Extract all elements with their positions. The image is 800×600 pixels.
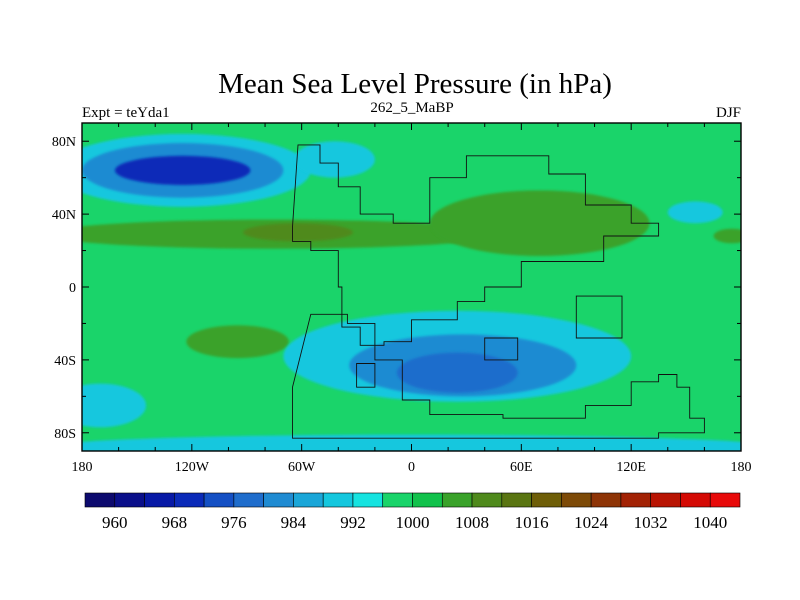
- contour-region-tethys-low-core: [396, 352, 518, 393]
- y-axis: 80N 40N 0 40S 80S: [52, 135, 741, 442]
- colorbar-label: 1000: [396, 513, 430, 532]
- y-tick-label: 80S: [54, 427, 76, 442]
- coast-outline: [356, 363, 376, 388]
- x-tick-label: 0: [408, 460, 415, 475]
- colorbar-swatch: [590, 492, 622, 508]
- contour-region-south-pacific-high: [186, 325, 289, 359]
- colorbar-label: 960: [102, 513, 128, 532]
- colorbar-swatch: [531, 492, 562, 508]
- colorbar-label: 1008: [455, 513, 489, 532]
- x-tick-label: 180: [72, 460, 93, 475]
- colorbar-swatch: [441, 492, 473, 508]
- colorbar-swatch: [382, 492, 413, 508]
- colorbar-swatch: [144, 492, 175, 508]
- x-tick-label: 60E: [510, 460, 533, 475]
- colorbar-swatch: [561, 492, 592, 508]
- colorbar-swatch: [501, 492, 532, 508]
- colorbar-label: 1040: [693, 513, 727, 532]
- contour-region-east-pacific-high: [713, 228, 741, 244]
- subtitle-center: 262_5_MaBP: [370, 100, 453, 116]
- y-tick-label: 0: [69, 281, 76, 296]
- colorbar-label: 992: [340, 513, 366, 532]
- colorbar-swatch: [293, 492, 324, 508]
- chart-title: Mean Sea Level Pressure (in hPa): [218, 68, 612, 100]
- subtitle-right: DJF: [716, 105, 741, 121]
- continent-outline: [292, 313, 705, 439]
- contour-region-north-pacific-low-east-lobe: [294, 141, 375, 178]
- contour-region-asian-high: [429, 190, 650, 257]
- x-tick-label: 180: [731, 460, 752, 475]
- colorbar-swatch: [650, 492, 681, 508]
- y-tick-label: 80N: [52, 135, 76, 150]
- contour-region-north-pacific-low-core: [114, 155, 251, 185]
- colorbar-label: 984: [281, 513, 307, 532]
- contour-region-southern-ocean-belt: [82, 434, 741, 451]
- colorbar-swatch: [174, 492, 205, 508]
- colorbar-swatch: [620, 492, 651, 508]
- coast-outline: [484, 337, 519, 361]
- contour-region-south-pacific-low: [82, 383, 147, 428]
- continent-outline: [292, 144, 660, 346]
- y-tick-label: 40N: [52, 208, 76, 223]
- contour-region-subtropical-high-north-core: [243, 223, 353, 242]
- colorbar-swatch: [114, 492, 145, 508]
- colorbar-label: 1024: [574, 513, 609, 532]
- y-tick-label: 40S: [54, 354, 76, 369]
- colorbar-swatch: [471, 492, 503, 508]
- x-tick-label: 120W: [175, 460, 210, 475]
- contour-region-pacific-east-low: [667, 201, 723, 224]
- colorbar-swatch: [412, 492, 443, 508]
- colorbar-swatch: [680, 492, 711, 508]
- x-tick-label: 120E: [616, 460, 646, 475]
- plot-area: [81, 122, 742, 452]
- colorbar-label: 976: [221, 513, 247, 532]
- subtitle-left: Expt = teYda1: [82, 105, 170, 121]
- contour-fill-layer: [82, 133, 741, 451]
- colorbar-label: 1016: [515, 513, 549, 532]
- colorbar-label: 968: [162, 513, 188, 532]
- colorbar-label: 1032: [634, 513, 668, 532]
- colorbar-swatch: [322, 492, 354, 508]
- colorbar-swatch: [263, 492, 294, 508]
- colorbar-swatch: [352, 492, 384, 508]
- colorbar-swatch: [84, 492, 116, 508]
- x-axis: 180 120W 60W 0 60E 120E 180: [72, 123, 752, 475]
- continent-outline-layer: [292, 144, 705, 439]
- colorbar-swatch: [203, 492, 235, 508]
- coast-outline: [575, 295, 623, 339]
- colorbar-swatch: [233, 492, 264, 508]
- x-tick-label: 60W: [288, 460, 316, 475]
- colorbar-swatch: [709, 492, 741, 508]
- colorbar: 960 968 976 984 992 1000 1008 1016 1024 1032 1040: [84, 492, 741, 532]
